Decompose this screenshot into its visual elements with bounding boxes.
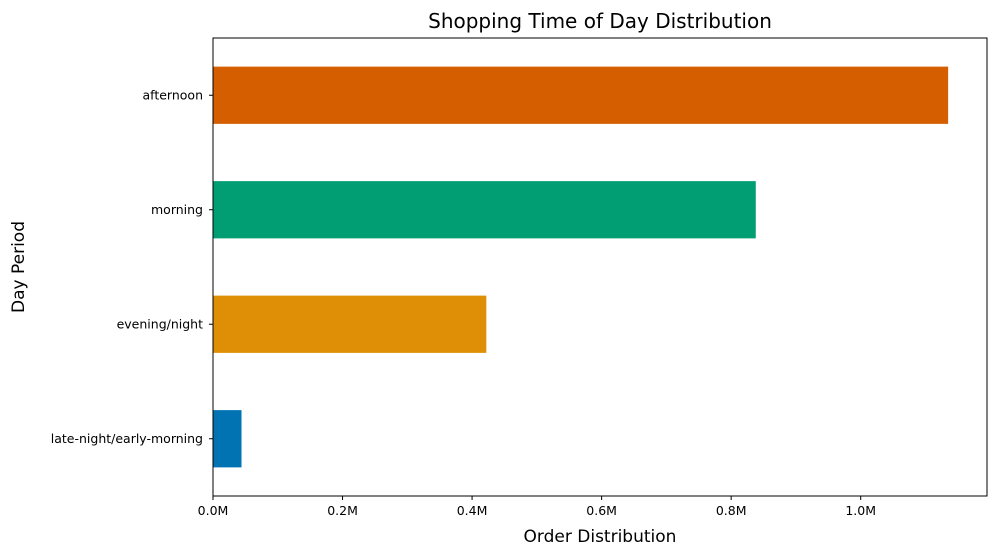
x-tick-label: 0.6M (586, 503, 617, 518)
bar-morning (213, 181, 756, 239)
y-axis-label: Day Period (9, 221, 29, 313)
y-tick-label: evening/night (117, 316, 203, 331)
bar-evening-night (213, 295, 487, 353)
y-tick-label: morning (151, 202, 203, 217)
y-axis-ticks: afternoon morning evening/night late-night/… (51, 87, 213, 446)
x-axis-label: Order Distribution (524, 527, 677, 547)
chart-title: Shopping Time of Day Distribution (428, 9, 772, 33)
x-tick-label: 0.0M (198, 503, 229, 518)
x-axis-ticks: 0.0M 0.2M 0.4M 0.6M 0.8M 1.0M (198, 496, 876, 518)
bar-afternoon (213, 66, 949, 124)
x-tick-label: 0.4M (457, 503, 488, 518)
x-tick-label: 1.0M (845, 503, 876, 518)
plot-frame (212, 37, 988, 497)
x-tick-label: 0.8M (716, 503, 747, 518)
y-tick-label: late-night/early-morning (51, 431, 203, 446)
bars (213, 66, 949, 468)
bar-late-night-early-morning (213, 410, 242, 468)
y-tick-label: afternoon (143, 87, 204, 102)
x-tick-label: 0.2M (327, 503, 358, 518)
